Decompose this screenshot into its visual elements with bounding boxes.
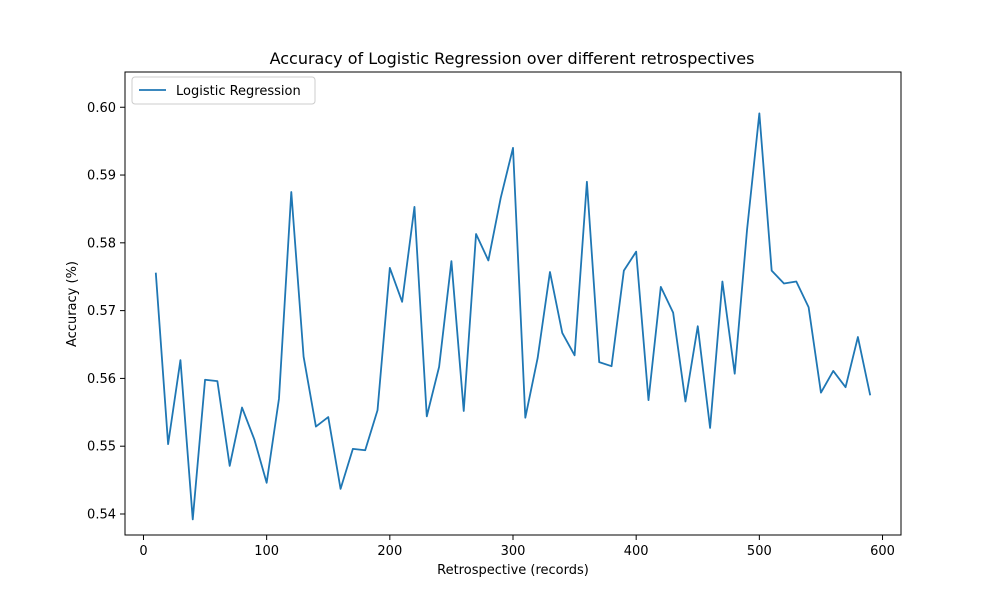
- y-tick-label: 0.57: [87, 304, 116, 319]
- legend: Logistic Regression: [131, 76, 316, 105]
- x-tick-label: 400: [624, 544, 649, 559]
- y-axis-ticks: 0.54 0.55 0.56 0.57 0.58 0.59 0.60: [87, 101, 125, 522]
- legend-label: Logistic Regression: [176, 84, 301, 99]
- x-tick-label: 300: [501, 544, 526, 559]
- y-tick-label: 0.55: [87, 440, 116, 455]
- y-tick-label: 0.60: [87, 101, 116, 116]
- legend-box: [131, 76, 316, 105]
- y-axis-label: Accuracy (%): [65, 261, 80, 347]
- x-axis-ticks: 0 100 200 300 400 500 600: [139, 535, 895, 559]
- x-tick-label: 100: [254, 544, 279, 559]
- y-tick-label: 0.54: [87, 507, 116, 522]
- plot-frame: [124, 71, 902, 536]
- y-tick-label: 0.56: [87, 372, 116, 387]
- x-tick-label: 200: [377, 544, 402, 559]
- y-tick-label: 0.59: [87, 169, 116, 184]
- x-tick-label: 0: [139, 544, 147, 559]
- x-tick-label: 500: [747, 544, 772, 559]
- y-tick-label: 0.58: [87, 236, 116, 251]
- series-line-logistic-regression: [154, 112, 872, 521]
- x-axis-label: Retrospective (records): [437, 563, 589, 578]
- chart-title: Accuracy of Logistic Regression over dif…: [270, 49, 755, 68]
- x-tick-label: 600: [870, 544, 895, 559]
